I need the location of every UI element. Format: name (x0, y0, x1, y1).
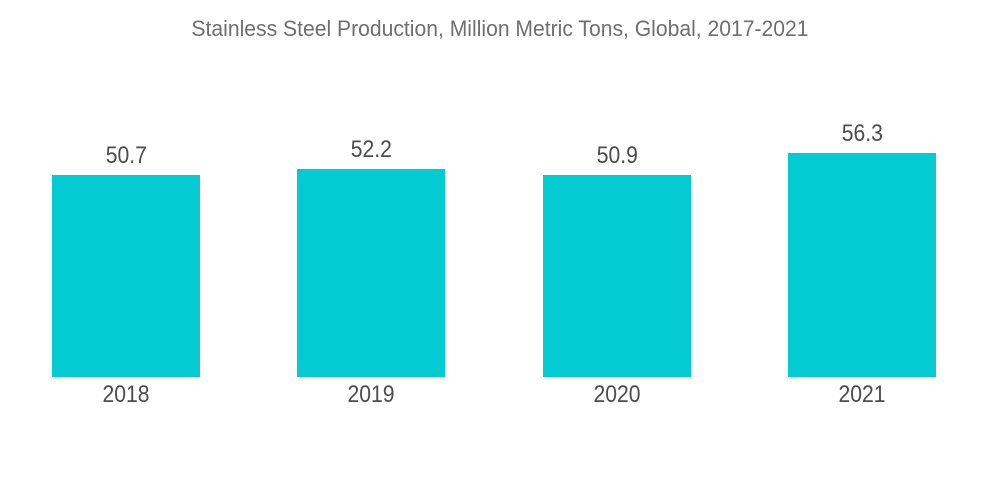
x-axis-tick-label: 2020 (593, 381, 641, 408)
bar-value-label: 52.2 (350, 136, 392, 164)
bar-value-label: 50.9 (596, 141, 638, 169)
bar-group-2020: 50.9 2020 (543, 141, 691, 407)
bar (52, 175, 200, 377)
bar-group-2018: 50.7 2018 (52, 142, 200, 407)
x-axis-tick-label: 2018 (102, 381, 150, 408)
bar-group-2019: 52.2 2019 (297, 136, 445, 407)
bar (297, 169, 445, 377)
bar (788, 153, 936, 377)
x-axis-tick-label: 2021 (838, 381, 886, 408)
bar-value-label: 56.3 (841, 120, 883, 148)
bar-value-label: 50.7 (105, 142, 147, 170)
bar (543, 174, 691, 377)
x-axis-tick-label: 2019 (347, 381, 395, 408)
bar-group-2021: 56.3 2021 (788, 120, 936, 407)
chart-title: Stainless Steel Production, Million Metr… (191, 16, 809, 41)
